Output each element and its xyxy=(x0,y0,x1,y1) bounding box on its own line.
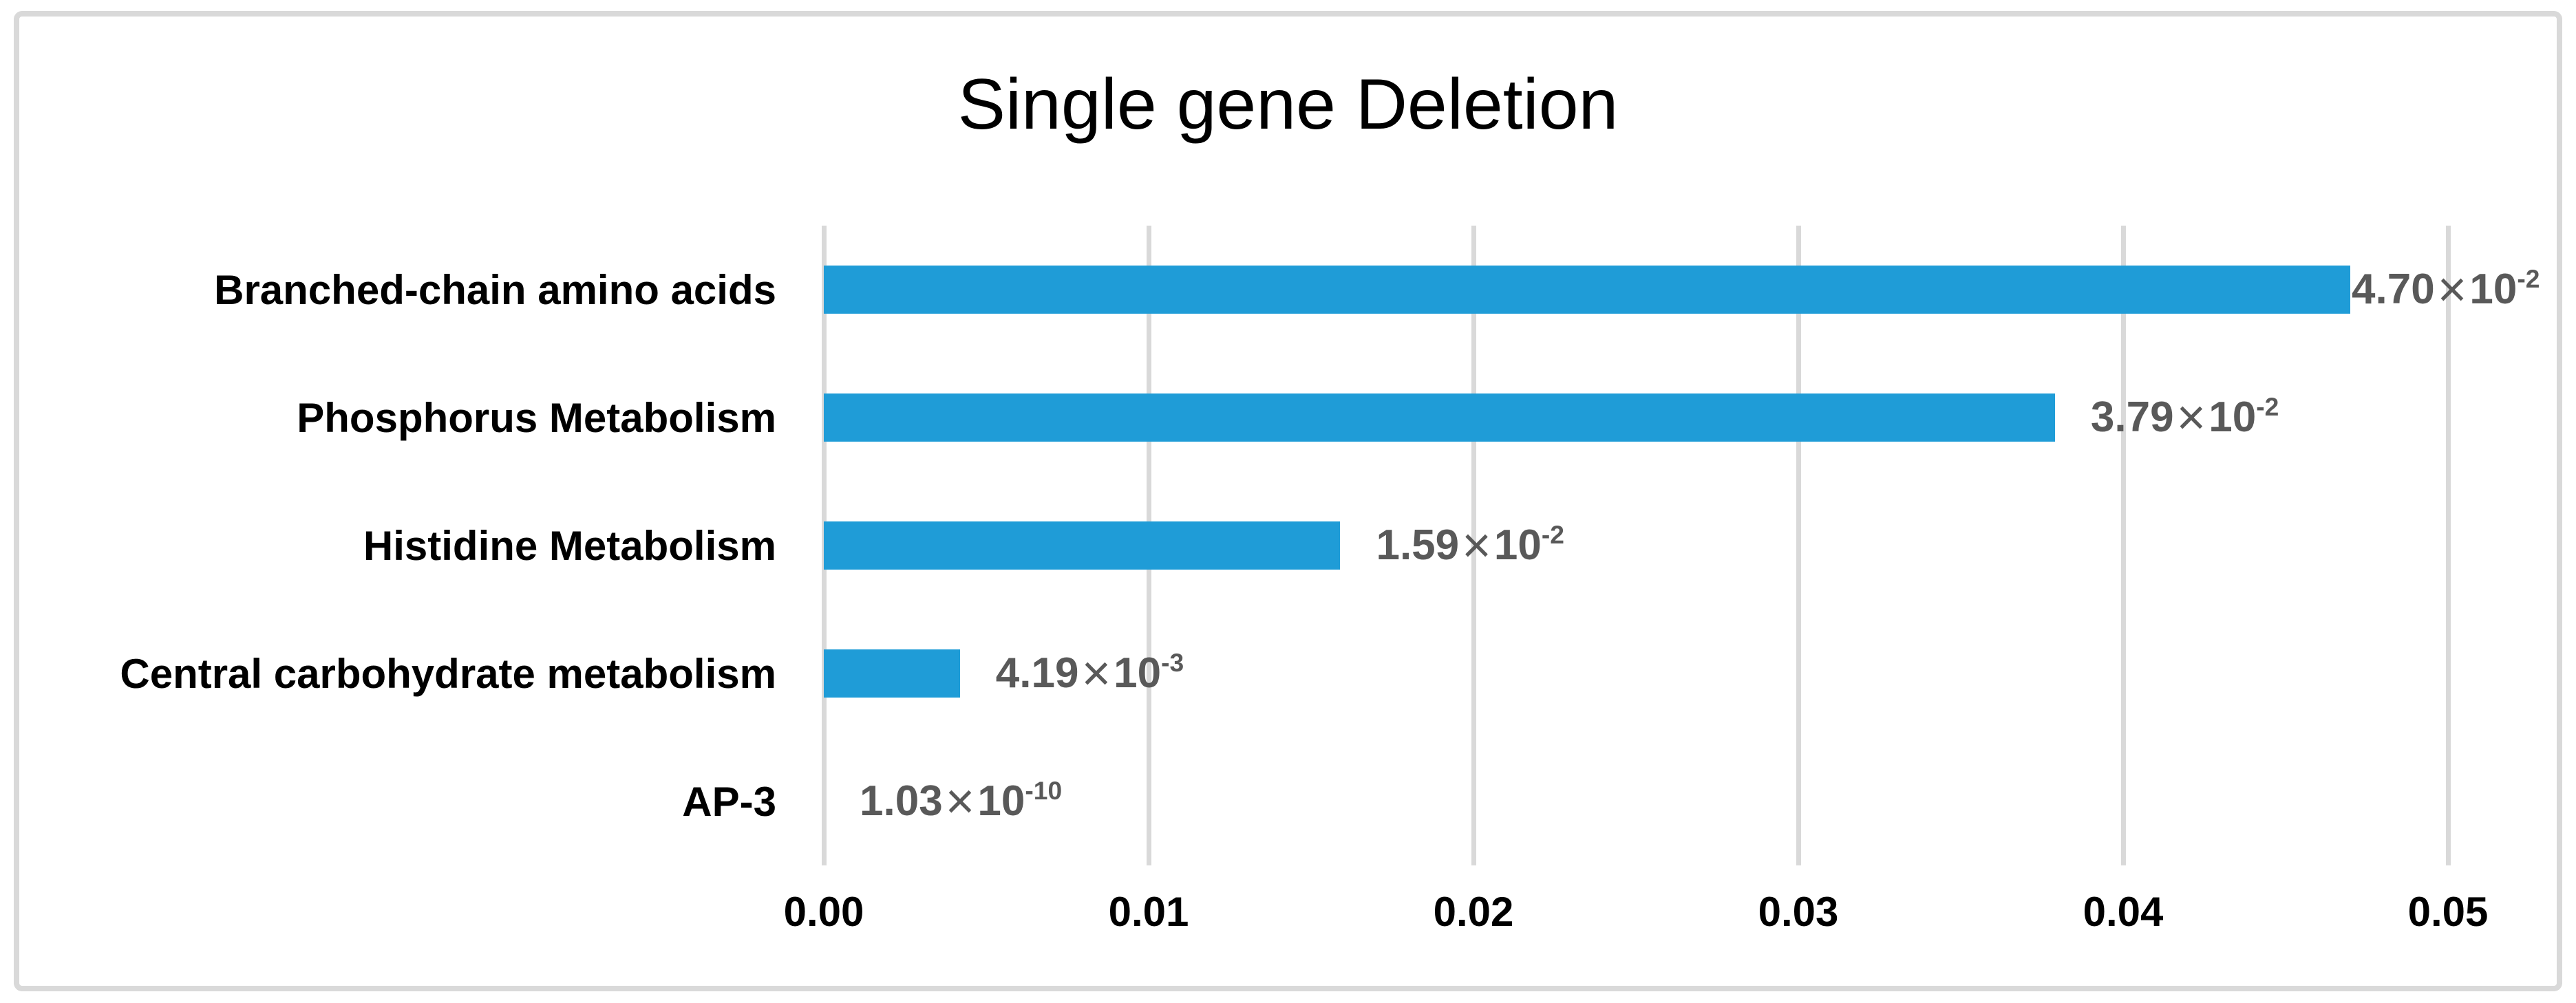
x-axis-ticks: 0.00 0.01 0.02 0.03 0.04 0.05 xyxy=(784,889,2489,947)
category-label: Histidine Metabolism xyxy=(363,522,776,569)
x-tick-label: 0.00 xyxy=(783,889,864,935)
value-exponent: -3 xyxy=(1161,647,1184,677)
value-exponent: -10 xyxy=(1025,775,1063,805)
x-tick-label: 0.01 xyxy=(1108,889,1189,935)
multiplication-sign: × xyxy=(2437,261,2467,318)
value-base: 10 xyxy=(1493,521,1542,570)
value-base: 10 xyxy=(2469,266,2518,314)
bar xyxy=(824,393,2055,442)
gridline xyxy=(1796,226,1801,865)
gridline xyxy=(1471,226,1476,865)
bar-row: 3.79×10-2 xyxy=(824,354,2448,482)
category-label: Branched-chain amino acids xyxy=(214,266,776,313)
bar xyxy=(824,521,1341,570)
x-tick-label: 0.05 xyxy=(2407,889,2489,935)
bar-value-label: 3.79×10-2 xyxy=(2091,392,2279,442)
x-tick-label: 0.03 xyxy=(1758,889,1839,935)
category-label: AP-3 xyxy=(682,778,776,825)
x-tick-label: 0.04 xyxy=(2083,889,2164,935)
bar-row: 1.03×10-10 xyxy=(824,737,2448,865)
value-base: 10 xyxy=(977,777,1025,826)
gridline xyxy=(2446,226,2451,865)
bar-row: 1.59×10-2 xyxy=(824,482,2448,610)
multiplication-sign: × xyxy=(2176,389,2206,446)
value-mantissa: 3.79 xyxy=(2090,393,2174,442)
value-mantissa: 4.19 xyxy=(995,649,1079,698)
x-tick-label: 0.02 xyxy=(1433,889,1514,935)
value-base: 10 xyxy=(1114,649,1162,698)
bar-value-label: 4.70×10-2 xyxy=(2352,264,2540,314)
category-label: Central carbohydrate metabolism xyxy=(120,650,776,697)
value-exponent: -2 xyxy=(1541,519,1564,549)
bar xyxy=(824,649,960,698)
bar-row: 4.70×10-2 xyxy=(824,226,2540,354)
multiplication-sign: × xyxy=(945,773,975,830)
bar-value-label: 4.19×10-3 xyxy=(996,648,1184,698)
category-label: Phosphorus Metabolism xyxy=(297,394,776,441)
value-mantissa: 1.03 xyxy=(860,777,943,826)
chart-frame xyxy=(14,11,2562,991)
bar-value-label: 1.03×10-10 xyxy=(860,776,1062,826)
bar-row: 4.19×10-3 xyxy=(824,610,2448,737)
category-axis: Branched-chain amino acids Phosphorus Met… xyxy=(19,226,776,865)
bar-value-label: 1.59×10-2 xyxy=(1376,520,1564,570)
value-exponent: -2 xyxy=(2256,391,2279,421)
value-exponent: -2 xyxy=(2517,263,2540,293)
value-base: 10 xyxy=(2208,393,2257,442)
value-mantissa: 1.59 xyxy=(1376,521,1460,570)
gridline xyxy=(2121,226,2126,865)
bar xyxy=(824,266,2351,314)
multiplication-sign: × xyxy=(1081,645,1111,702)
multiplication-sign: × xyxy=(1462,517,1491,574)
chart-title: Single gene Deletion xyxy=(957,65,1619,144)
plot-area: 4.70×10-2 3.79×10-2 1.59×10-2 4.19×10-3 1.03… xyxy=(822,226,2540,865)
value-mantissa: 4.70 xyxy=(2352,266,2435,314)
